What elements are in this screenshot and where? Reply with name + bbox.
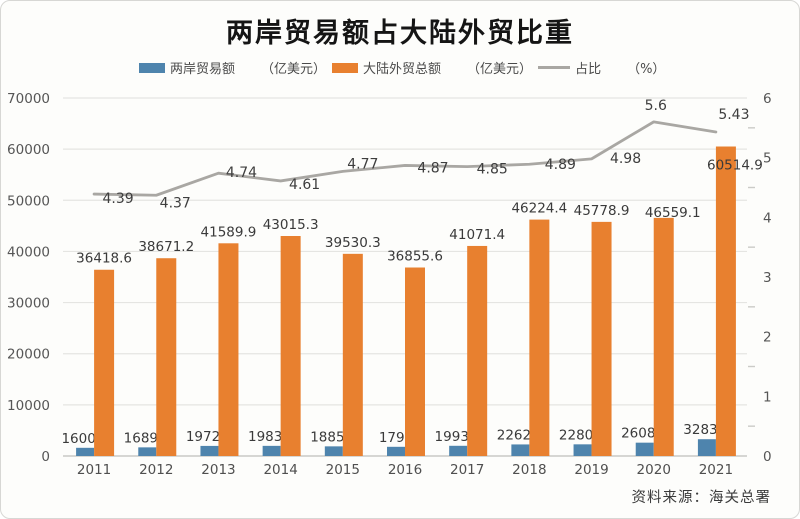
left-axis-labels: 0 10000 20000 30000 40000 50000 60000 70000 <box>7 91 50 465</box>
bar <box>449 445 468 456</box>
left-axis-tick-label: 0 <box>41 449 50 465</box>
line-value-labels: 4.39 4.37 4.74 4.61 4.77 4.87 4.85 4.89 4.98 5.6 5… <box>103 98 750 211</box>
right-axis-tick-label: 6 <box>763 91 772 107</box>
x-axis-year-label: 2012 <box>139 462 173 478</box>
bar-value-label: 46559.1 <box>645 205 701 221</box>
x-axis-year-label: 2013 <box>201 462 235 478</box>
right-axis-tick-label: 5 <box>763 151 772 167</box>
x-axis-year-label: 2014 <box>263 462 297 478</box>
bar <box>280 236 301 456</box>
x-axis-year-label: 2017 <box>450 462 484 478</box>
right-axis-minor-ticks <box>748 127 755 427</box>
legend-unit-series3: （%） <box>627 62 666 77</box>
bar <box>591 221 612 456</box>
bar <box>653 217 674 456</box>
right-axis-tick-label: 2 <box>763 330 772 346</box>
bars-cross-strait-trade <box>76 439 716 456</box>
line-value-label: 4.89 <box>545 157 576 173</box>
x-axis-year-label: 2016 <box>388 462 422 478</box>
legend-label-series3: 占比 <box>575 62 602 77</box>
left-axis-tick-label: 50000 <box>7 193 50 209</box>
bar <box>529 219 550 456</box>
bar <box>511 444 530 456</box>
bar <box>635 442 654 456</box>
chart-legend: 两岸贸易额 （亿美元） 大陆外贸总额 （亿美元） 占比 （%） <box>139 58 671 77</box>
line-value-label: 4.87 <box>417 160 448 176</box>
bar <box>94 269 115 456</box>
bar-value-label: 45778.9 <box>574 203 630 219</box>
left-axis-tick-label: 30000 <box>7 296 50 312</box>
line-value-label: 4.74 <box>226 165 257 181</box>
bar <box>573 444 592 456</box>
x-axis-labels: 2011 2012 2013 2014 2015 2016 2017 2018 2019 2020… <box>77 462 733 478</box>
bar <box>387 446 405 456</box>
x-axis-year-label: 2011 <box>77 462 111 478</box>
bar <box>76 447 95 456</box>
line-value-label: 4.98 <box>610 151 641 167</box>
line-value-label: 5.6 <box>645 98 667 114</box>
x-axis-year-label: 2020 <box>637 462 671 478</box>
bar <box>324 446 343 456</box>
legend-swatch-bar-orange-icon <box>332 62 359 73</box>
bar <box>218 243 239 456</box>
line-value-label: 4.61 <box>289 177 320 193</box>
bar <box>200 445 219 456</box>
bar-value-label: 60514.9 <box>707 158 763 174</box>
bar <box>697 439 716 456</box>
left-axis-tick-label: 70000 <box>7 91 50 107</box>
bar <box>715 146 736 456</box>
bar-value-label: 1796 <box>379 430 413 446</box>
bar-labels-mainland-total-trade: 36418.6 38671.2 41589.9 43015.3 39530.3 36855… <box>76 158 763 267</box>
x-axis-year-label: 2021 <box>699 462 733 478</box>
left-axis-tick-label: 40000 <box>7 244 50 260</box>
legend-swatch-bar-blue-icon <box>139 62 165 73</box>
legend-unit-series1: （亿美元） <box>261 62 327 77</box>
left-axis-tick-label: 10000 <box>7 398 50 414</box>
ratio-line <box>92 120 718 197</box>
bar <box>138 447 157 456</box>
right-axis-tick-label: 4 <box>763 210 772 226</box>
bars-mainland-total-trade <box>94 146 736 456</box>
bar <box>262 445 281 456</box>
bar <box>342 253 363 456</box>
line-value-label: 4.37 <box>160 195 191 211</box>
bar <box>467 245 488 456</box>
bar-value-label: 46224.4 <box>511 201 567 217</box>
legend-swatch-line-icon <box>538 66 571 69</box>
bar <box>405 267 425 456</box>
page-title: 两岸贸易额占大陆外贸比重 <box>226 18 574 48</box>
legend-label-series2: 大陆外贸总额 <box>363 62 442 77</box>
x-axis-year-label: 2018 <box>512 462 546 478</box>
bar-value-label: 36855.6 <box>387 249 443 265</box>
right-axis-tick-label: 3 <box>763 270 772 286</box>
x-axis-year-label: 2019 <box>574 462 608 478</box>
bar <box>156 258 177 456</box>
legend-unit-series2: （亿美元） <box>467 62 533 77</box>
legend-label-series1: 两岸贸易额 <box>170 62 236 77</box>
left-axis-tick-label: 60000 <box>7 142 50 158</box>
data-source-note: 资料来源：海关总署 <box>631 490 771 506</box>
left-axis-tick-label: 20000 <box>7 347 50 363</box>
line-value-label: 5.43 <box>718 107 749 123</box>
line-value-label: 4.77 <box>347 156 378 172</box>
bar-value-label: 36418.6 <box>76 251 132 267</box>
x-axis-year-label: 2015 <box>326 462 360 478</box>
bar-value-label: 38671.2 <box>138 239 194 255</box>
bar-value-label: 39530.3 <box>325 235 381 251</box>
line-value-label: 4.85 <box>477 162 508 178</box>
bar-value-label: 41589.9 <box>201 224 257 240</box>
right-axis-tick-label: 0 <box>763 449 772 465</box>
bar-value-label: 41071.4 <box>449 227 505 243</box>
line-value-label: 4.39 <box>103 191 134 207</box>
right-axis-tick-label: 1 <box>763 389 772 405</box>
right-axis-labels: 0 1 2 3 4 5 6 <box>763 91 772 465</box>
bar-value-label: 43015.3 <box>263 217 319 233</box>
